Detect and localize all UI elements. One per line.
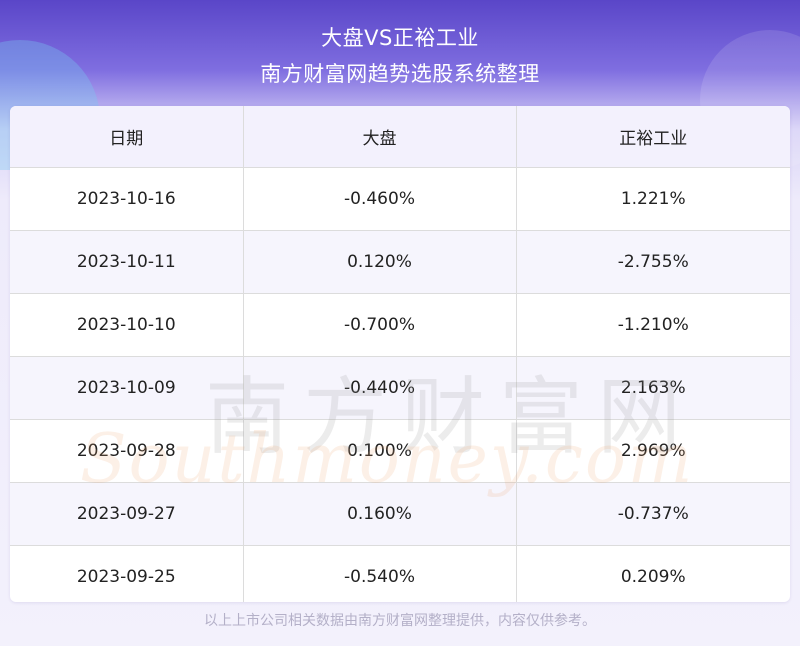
page-title: 大盘VS正裕工业 <box>321 26 479 50</box>
column-header-date: 日期 <box>10 106 244 168</box>
cell-date: 2023-10-11 <box>10 230 244 294</box>
cell-stock-change: -0.737% <box>516 482 790 546</box>
table-row: 2023-09-27 0.160% -0.737% <box>10 482 790 546</box>
cell-market-change: 0.160% <box>243 482 517 546</box>
cell-date: 2023-10-09 <box>10 356 244 420</box>
cell-date: 2023-09-27 <box>10 482 244 546</box>
footer-note: 以上上市公司相关数据由南方财富网整理提供，内容仅供参考。 <box>204 613 596 629</box>
table-row: 2023-09-28 0.100% 2.969% <box>10 419 790 483</box>
comparison-table-card: 日期 大盘 正裕工业 2023-10-16 -0.460% 1.221% 202… <box>10 106 790 602</box>
cell-stock-change: -2.755% <box>516 230 790 294</box>
cell-market-change: 0.120% <box>243 230 517 294</box>
table-row: 2023-10-16 -0.460% 1.221% <box>10 167 790 231</box>
cell-stock-change: 2.969% <box>516 419 790 483</box>
cell-date: 2023-10-16 <box>10 167 244 231</box>
cell-date: 2023-10-10 <box>10 293 244 357</box>
table-row: 2023-10-10 -0.700% -1.210% <box>10 293 790 357</box>
cell-date: 2023-09-28 <box>10 419 244 483</box>
table-row: 2023-10-11 0.120% -2.755% <box>10 230 790 294</box>
cell-stock-change: 0.209% <box>620 567 686 587</box>
cell-stock-change: 2.163% <box>516 356 790 420</box>
comparison-table: 日期 大盘 正裕工业 2023-10-16 -0.460% 1.221% 202… <box>10 106 790 602</box>
column-header-stock: 正裕工业 <box>516 106 790 168</box>
cell-market-change: -0.540% <box>243 545 517 602</box>
cell-stock-change: 1.221% <box>516 167 790 231</box>
cell-market-change: 0.100% <box>243 419 517 483</box>
page-subtitle: 南方财富网趋势选股系统整理 <box>260 62 540 86</box>
cell-stock-change: -1.210% <box>516 293 790 357</box>
cell-date: 2023-09-25 <box>10 545 244 602</box>
cell-market-change: -0.460% <box>243 167 517 231</box>
table-header-row: 日期 大盘 正裕工业 <box>10 106 790 168</box>
cell-market-change: -0.440% <box>243 356 517 420</box>
page-header: 大盘VS正裕工业 南方财富网趋势选股系统整理 <box>0 0 800 100</box>
table-row: 2023-09-25 -0.540% 0.209% <box>10 545 790 602</box>
column-header-market: 大盘 <box>243 106 517 168</box>
cell-market-change: -0.700% <box>243 293 517 357</box>
table-row: 2023-10-09 -0.440% 2.163% <box>10 356 790 420</box>
